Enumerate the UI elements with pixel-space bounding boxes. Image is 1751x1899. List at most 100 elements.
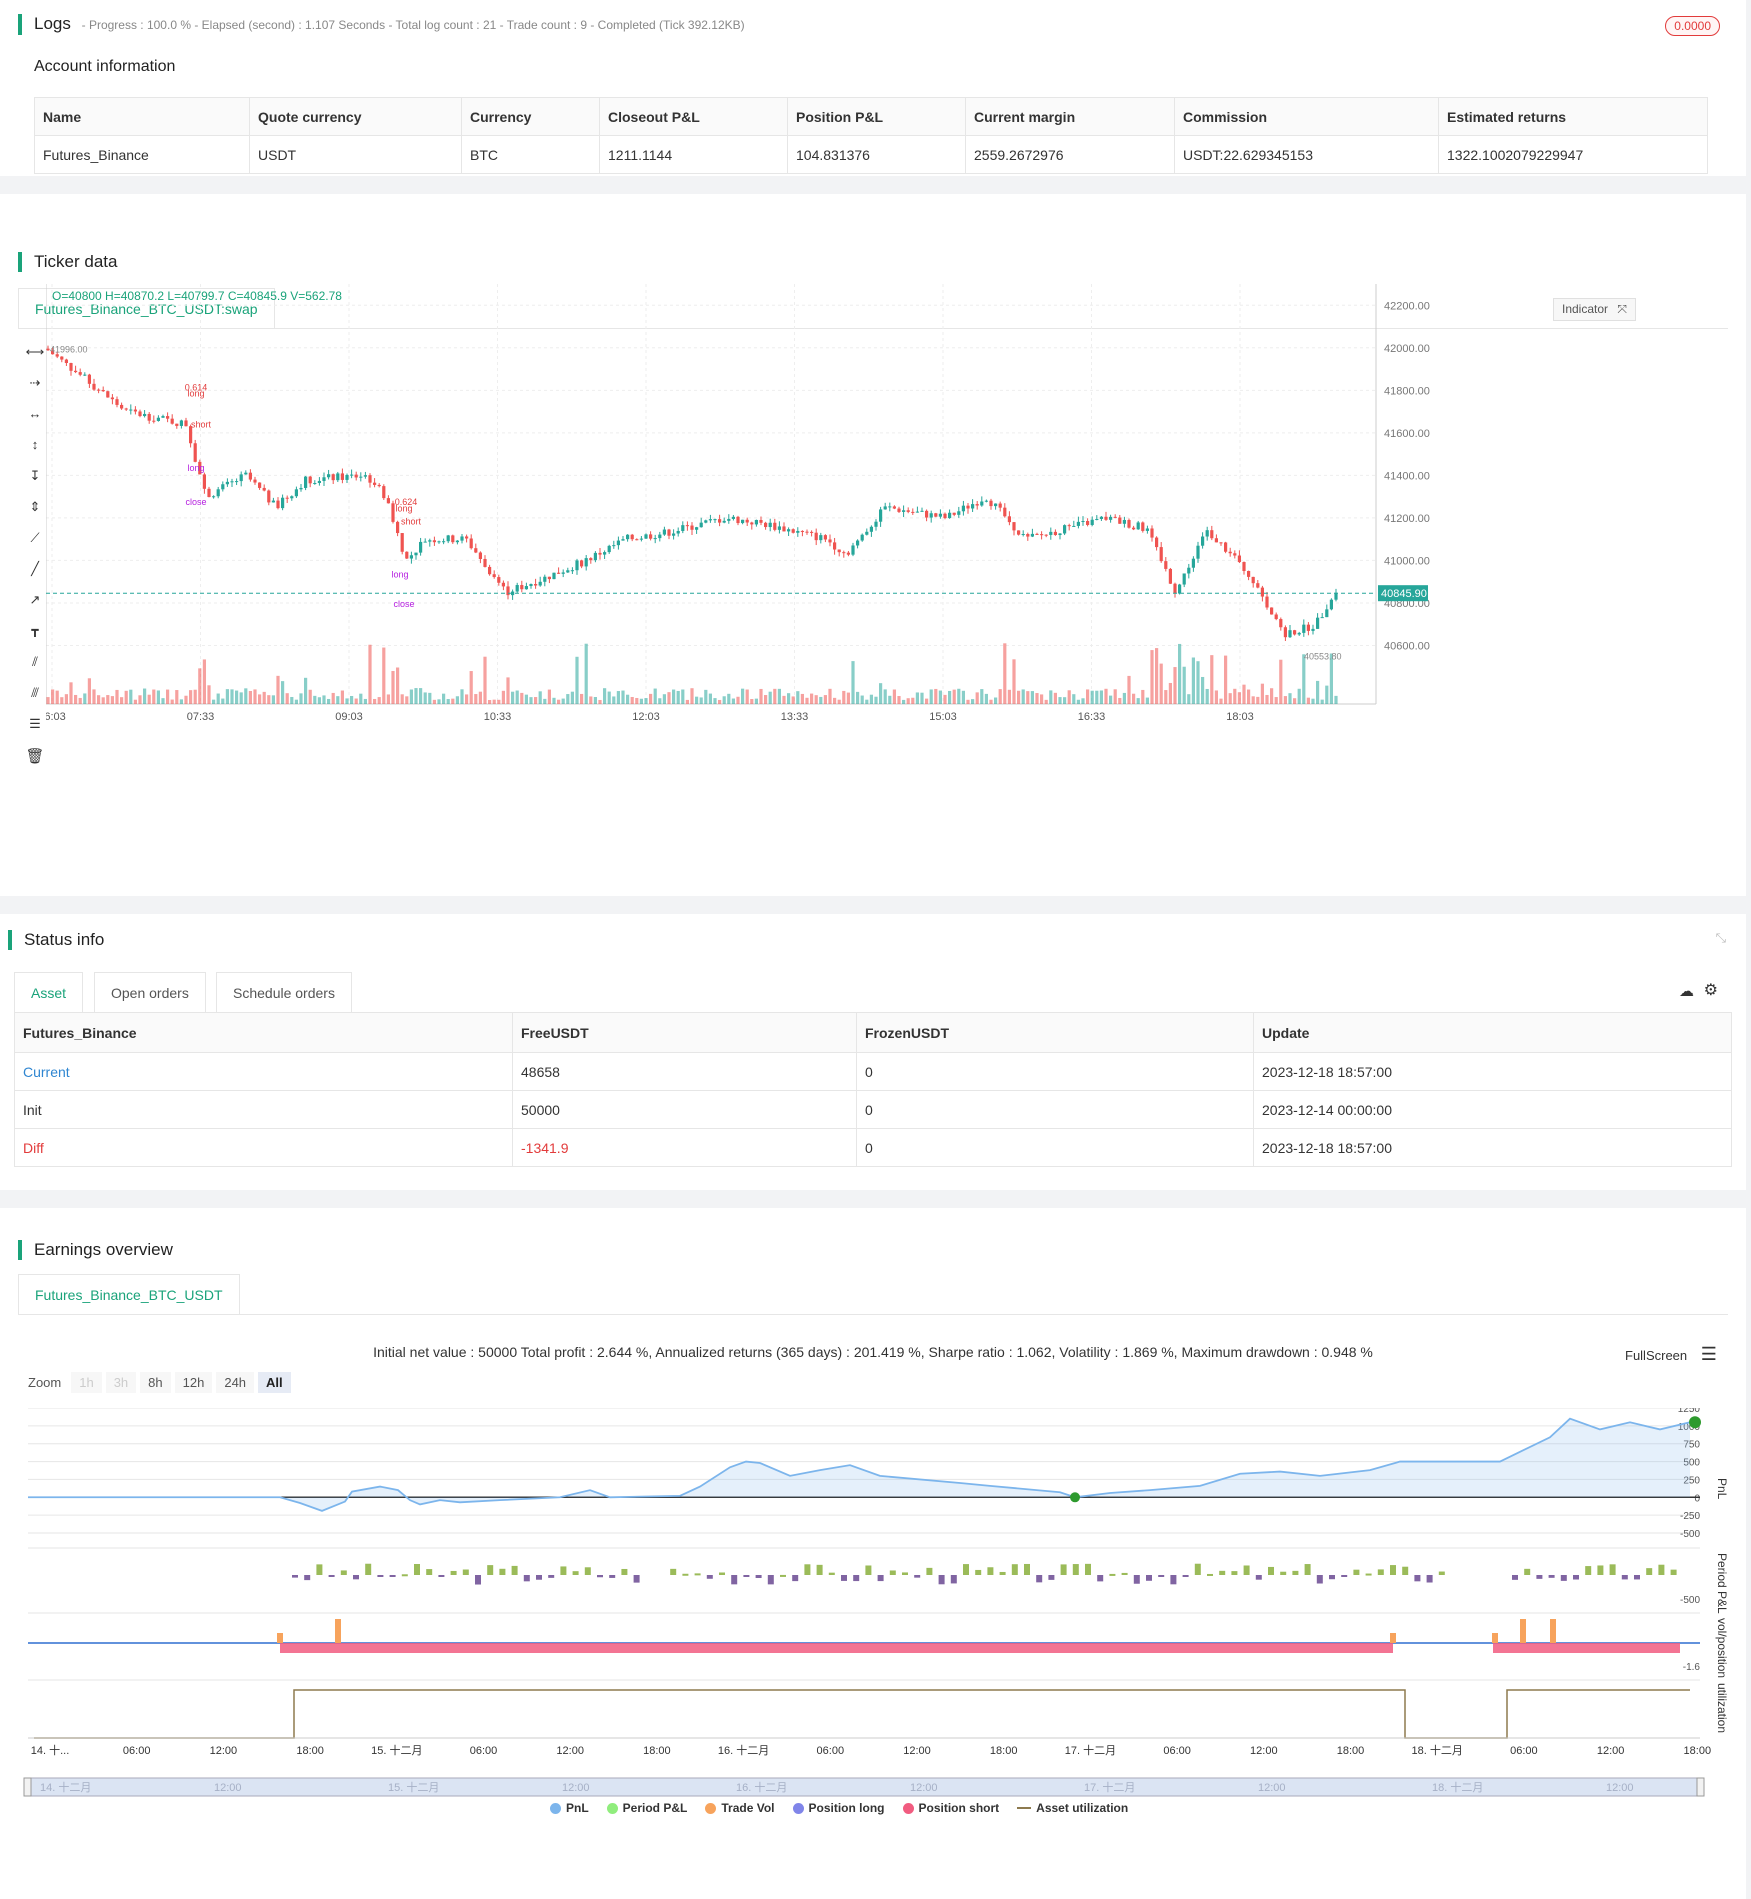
zoom-24h-button[interactable]: 24h <box>216 1372 255 1393</box>
candle-body <box>1155 537 1159 548</box>
volume-bar <box>892 689 896 704</box>
candle-body <box>823 535 827 540</box>
volume-bar <box>1334 695 1338 704</box>
candle-body <box>129 409 133 411</box>
period-pnl-bar <box>706 1575 713 1579</box>
channel-tool-icon[interactable]: ⫻ <box>31 685 39 700</box>
volume-bar <box>363 698 367 704</box>
tab-earnings-symbol[interactable]: Futures_Binance_BTC_USDT <box>18 1274 240 1314</box>
earnings-chart[interactable]: 1250 1000 750 500 250 0 -250 -500 PnL -500 Period … <box>0 1408 1746 1888</box>
expand-icon[interactable]: ⤧ <box>1617 302 1627 316</box>
legend-item[interactable]: Trade Vol <box>705 1801 775 1815</box>
candle-body <box>1099 516 1103 519</box>
legend-item[interactable]: PnL <box>550 1801 589 1815</box>
candle-body <box>856 540 860 546</box>
volume-bar <box>1040 694 1044 704</box>
volume-bar <box>948 690 952 704</box>
tab-asset[interactable]: Asset <box>14 972 84 1012</box>
legend-item[interactable]: Asset utilization <box>1017 1801 1128 1815</box>
volume-bar <box>1086 689 1090 704</box>
horizontal-line-tool-icon[interactable]: ⟷ <box>25 344 45 359</box>
period-pnl-bar <box>1634 1575 1640 1580</box>
candle-body <box>455 540 459 543</box>
volume-bar <box>515 690 519 704</box>
parallel-line-tool-icon[interactable]: ⫽ <box>32 654 38 669</box>
horizontal-segment-tool-icon[interactable]: ↔ <box>28 406 42 421</box>
volume-bar <box>782 695 786 704</box>
cloud-upload-icon[interactable]: ☁ <box>1679 983 1694 1000</box>
candle-body <box>207 488 211 498</box>
horizontal-ray-tool-icon[interactable]: ⇢ <box>29 375 41 390</box>
trend-line-tool-icon[interactable]: ⟋ <box>30 530 40 545</box>
volume-bar <box>1210 655 1214 704</box>
volume-bar <box>451 698 455 704</box>
period-tick-label: -500 <box>1680 1595 1700 1606</box>
candle-body <box>782 526 786 532</box>
table-row: Current 48658 0 2023-12-18 18:57:00 <box>14 1052 1732 1091</box>
volume-bar <box>1127 675 1131 704</box>
tab-schedule-orders[interactable]: Schedule orders <box>216 972 352 1012</box>
asset-row-label: Current <box>14 1052 513 1091</box>
zoom-all-button[interactable]: All <box>258 1372 291 1393</box>
vertical-ray-tool-icon[interactable]: ↧ <box>29 468 41 483</box>
volume-bar <box>1012 659 1016 704</box>
x-tick-label: 12:03 <box>632 711 660 723</box>
volume-bar <box>1017 690 1021 704</box>
trash-icon[interactable]: 🗑 <box>25 748 45 765</box>
legend-item[interactable]: Position short <box>902 1801 999 1815</box>
volume-bar <box>902 699 906 704</box>
menu-icon[interactable]: ☰ <box>1700 1344 1717 1364</box>
price-line-tool-icon[interactable]: ┳ <box>31 623 39 637</box>
zoom-3h-button[interactable]: 3h <box>105 1372 137 1393</box>
candle-body <box>1205 530 1209 537</box>
gear-icon[interactable]: ⚙ <box>1703 982 1718 999</box>
volume-bar <box>644 698 648 704</box>
fibonacci-tool-icon[interactable]: ☰ <box>29 716 41 731</box>
zoom-bar: Zoom 1h 3h 8h 12h 24h All <box>28 1372 291 1393</box>
candle-body <box>1311 628 1315 631</box>
fullscreen-button[interactable]: FullScreen ☰ <box>1625 1344 1717 1364</box>
candlestick-chart[interactable]: 42200.00 42000.00 41800.00 41600.00 41400.00… <box>46 284 1746 744</box>
volume-bar <box>478 691 482 704</box>
vertical-line-tool-icon[interactable]: ↕ <box>31 437 39 452</box>
volume-bar <box>101 697 105 704</box>
ray-line-tool-icon[interactable]: ╱ <box>31 561 39 576</box>
candle-body <box>189 426 193 444</box>
volume-bar <box>580 693 584 704</box>
candle-body <box>777 526 781 530</box>
indicator-button[interactable]: Indicator ⤧ <box>1553 298 1636 321</box>
candle-body <box>474 548 478 553</box>
zoom-12h-button[interactable]: 12h <box>174 1372 213 1393</box>
legend-item[interactable]: Period P&L <box>606 1801 687 1815</box>
legend: PnL Period P&L Trade Vol Position long Posit… <box>550 1801 1128 1815</box>
volume-bar <box>124 690 128 704</box>
period-pnl-bar <box>1170 1575 1177 1585</box>
asset-col-update: Update <box>1253 1012 1732 1053</box>
volume-bar <box>276 675 280 704</box>
volume-bar <box>87 678 91 704</box>
period-pnl-bar <box>1621 1575 1628 1580</box>
y-tick-label: 41800.00 <box>1384 385 1430 397</box>
period-pnl-bar <box>853 1575 860 1582</box>
candle-body <box>869 526 873 532</box>
vertical-segment-tool-icon[interactable]: ⇕ <box>29 499 41 514</box>
volume-bar <box>681 689 685 704</box>
period-pnl-bar <box>1048 1575 1055 1580</box>
trade-vol-bar <box>277 1633 283 1643</box>
arrow-line-tool-icon[interactable]: ↗ <box>29 592 41 607</box>
volume-bar <box>248 690 252 704</box>
volume-bar <box>120 697 124 704</box>
tab-open-orders[interactable]: Open orders <box>94 972 206 1012</box>
collapse-icon[interactable]: ⤡ <box>1715 930 1726 945</box>
legend-item[interactable]: Position long <box>792 1801 885 1815</box>
x-tick-label: 18:00 <box>1684 1745 1712 1757</box>
candle-body <box>271 500 275 503</box>
zoom-8h-button[interactable]: 8h <box>140 1372 171 1393</box>
candle-body <box>1109 516 1113 520</box>
volume-bar <box>557 699 561 704</box>
volume-bar <box>133 699 137 704</box>
candle-body <box>87 374 91 384</box>
zoom-1h-button[interactable]: 1h <box>71 1372 102 1393</box>
volume-bar <box>635 697 639 704</box>
period-pnl-bar <box>1146 1575 1152 1581</box>
